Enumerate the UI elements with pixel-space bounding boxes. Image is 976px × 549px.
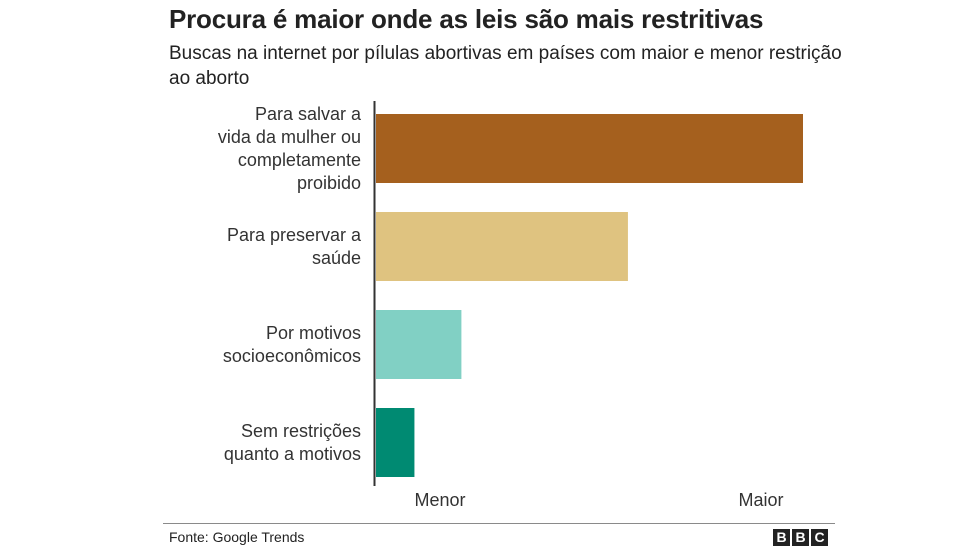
bar-1 [376, 114, 803, 183]
bbc-logo-letter: C [811, 529, 828, 546]
chart-subtitle: Buscas na internet por pílulas abortivas… [169, 43, 842, 89]
bbc-logo-letter: B [792, 529, 809, 546]
bbc-logo: B B C [773, 529, 828, 546]
x-axis-label-min: Menor [414, 490, 465, 510]
bar-2 [376, 212, 628, 281]
bar-3 [376, 310, 462, 379]
category-label-2: Para preservar a saúde [227, 225, 362, 268]
bar-4 [376, 408, 415, 477]
bbc-logo-letter: B [773, 529, 790, 546]
x-axis-label-max: Maior [738, 490, 783, 510]
footer-divider [163, 523, 835, 524]
chart-title: Procura é maior onde as leis são mais re… [169, 4, 764, 34]
source-note: Fonte: Google Trends [169, 529, 305, 545]
category-label-4: Sem restrições quanto a motivos [224, 421, 361, 464]
category-label-3: Por motivos socioeconômicos [223, 323, 361, 366]
category-label-1: Para salvar a vida da mulher ou completame… [218, 104, 362, 193]
